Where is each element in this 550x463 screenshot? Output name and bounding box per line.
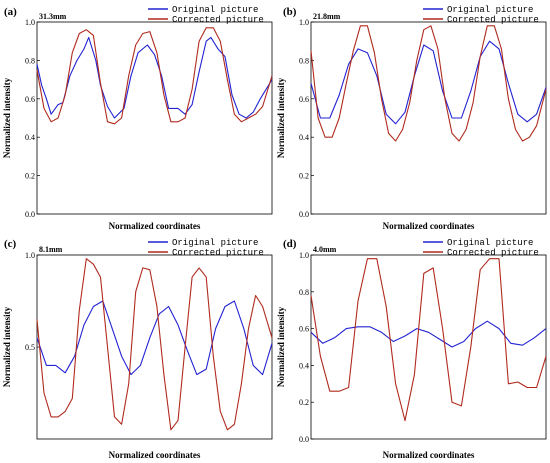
y-tick-label: 1.0 bbox=[25, 251, 35, 260]
y-axis-ticks: 0.0 0.2 0.4 0.6 0.8 1.0 bbox=[25, 18, 40, 219]
y-tick-label: 0.5 bbox=[25, 343, 35, 352]
legend-label-original: Original picture bbox=[447, 238, 533, 248]
legend-label-original: Original picture bbox=[172, 238, 258, 248]
panel-letter: (c) bbox=[4, 238, 17, 250]
legend: Original picture Corrected picture bbox=[148, 238, 264, 258]
series-line-corrected bbox=[36, 258, 273, 431]
chart-panel-b: (b) 21.8mm Original picture Corrected pi… bbox=[276, 5, 547, 231]
y-tick-label: 0.4 bbox=[25, 133, 35, 142]
legend: Original picture Corrected picture bbox=[148, 5, 264, 25]
series-line-original bbox=[36, 36, 273, 119]
y-tick-label: 0.6 bbox=[299, 325, 309, 334]
legend-label-corrected: Corrected picture bbox=[447, 15, 539, 25]
plot-frame bbox=[310, 21, 547, 215]
y-axis-label: Normalized intensity bbox=[276, 306, 286, 387]
legend: Original picture Corrected picture bbox=[423, 238, 539, 258]
series-group bbox=[36, 27, 273, 125]
panel-letter: (a) bbox=[4, 6, 17, 18]
y-tick-label: 0.6 bbox=[299, 95, 309, 104]
y-tick-label: 1.0 bbox=[25, 18, 35, 27]
y-tick-label: 0.0 bbox=[299, 435, 309, 444]
panel-letter: (d) bbox=[283, 238, 297, 250]
x-axis-label: Normalized coordinates bbox=[109, 450, 201, 460]
y-tick-label: 1.0 bbox=[299, 18, 309, 27]
y-tick-label: 0.0 bbox=[299, 210, 309, 219]
chart-panel-a: (a) 31.3mm Original picture Corrected pi… bbox=[2, 5, 273, 231]
series-line-original bbox=[310, 320, 547, 348]
legend-label-corrected: Corrected picture bbox=[172, 15, 264, 25]
series-line-corrected bbox=[310, 258, 547, 422]
legend: Original picture Corrected picture bbox=[423, 5, 539, 25]
y-axis-ticks: 0.5 1.0 bbox=[25, 251, 40, 352]
y-tick-label: 0.4 bbox=[299, 133, 309, 142]
y-tick-label: 1.0 bbox=[299, 251, 309, 260]
distance-label: 4.0mm bbox=[313, 245, 337, 254]
x-axis-label: Normalized coordinates bbox=[109, 221, 201, 231]
x-axis-label: Normalized coordinates bbox=[383, 450, 475, 460]
series-line-original bbox=[310, 40, 547, 125]
series-line-corrected bbox=[36, 27, 273, 125]
y-tick-label: 0.8 bbox=[25, 56, 35, 65]
legend-label-corrected: Corrected picture bbox=[172, 248, 264, 258]
series-group bbox=[310, 25, 547, 142]
chart-panel-c: (c) 8.1mm Original picture Corrected pic… bbox=[2, 238, 273, 460]
series-group bbox=[310, 258, 547, 422]
distance-label: 21.8mm bbox=[313, 12, 341, 21]
y-tick-label: 0.4 bbox=[299, 361, 309, 370]
panel-letter: (b) bbox=[283, 6, 297, 18]
y-axis-label: Normalized intensity bbox=[2, 77, 12, 158]
series-line-corrected bbox=[310, 25, 547, 142]
legend-label-original: Original picture bbox=[172, 5, 258, 15]
y-tick-label: 0.2 bbox=[299, 172, 309, 181]
y-axis-ticks: 0.0 0.2 0.4 0.6 0.8 1.0 bbox=[299, 251, 314, 444]
legend-label-original: Original picture bbox=[447, 5, 533, 15]
y-tick-label: 0.0 bbox=[25, 210, 35, 219]
y-tick-label: 0.2 bbox=[25, 172, 35, 181]
y-tick-label: 0.2 bbox=[299, 398, 309, 407]
y-axis-ticks: 0.0 0.2 0.4 0.6 0.8 1.0 bbox=[299, 18, 314, 219]
distance-label: 8.1mm bbox=[39, 245, 63, 254]
y-tick-label: 0.8 bbox=[299, 56, 309, 65]
y-axis-label: Normalized intensity bbox=[276, 77, 286, 158]
y-tick-label: 0.6 bbox=[25, 95, 35, 104]
series-group bbox=[36, 258, 273, 431]
series-line-original bbox=[36, 300, 273, 376]
plot-frame bbox=[310, 254, 547, 440]
plot-frame bbox=[36, 21, 273, 215]
chart-panel-d: (d) 4.0mm Original picture Corrected pic… bbox=[276, 238, 547, 460]
x-axis-label: Normalized coordinates bbox=[383, 221, 475, 231]
y-tick-label: 0.8 bbox=[299, 288, 309, 297]
legend-label-corrected: Corrected picture bbox=[447, 248, 539, 258]
y-axis-label: Normalized intensity bbox=[2, 306, 12, 387]
distance-label: 31.3mm bbox=[39, 12, 67, 21]
